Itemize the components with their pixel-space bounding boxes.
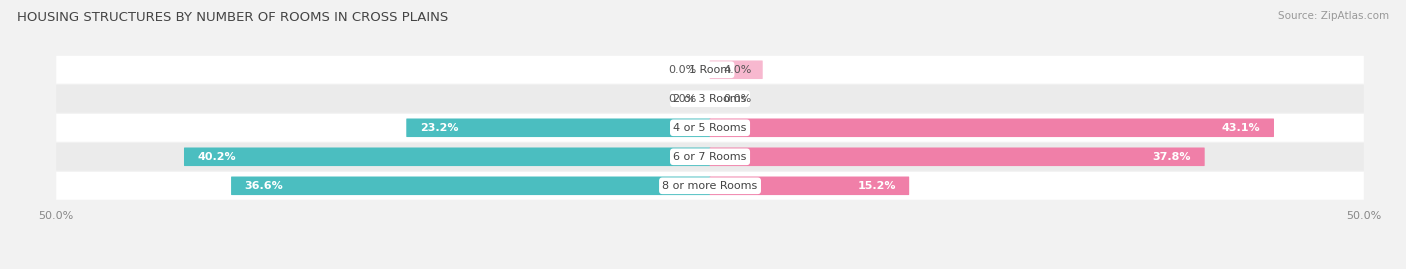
FancyBboxPatch shape xyxy=(184,147,710,166)
FancyBboxPatch shape xyxy=(710,176,910,195)
FancyBboxPatch shape xyxy=(710,118,1274,137)
Text: 0.0%: 0.0% xyxy=(669,94,697,104)
FancyBboxPatch shape xyxy=(710,147,1205,166)
Text: 36.6%: 36.6% xyxy=(245,181,283,191)
FancyBboxPatch shape xyxy=(56,114,1364,142)
FancyBboxPatch shape xyxy=(56,143,1364,171)
FancyBboxPatch shape xyxy=(56,172,1364,200)
Text: 6 or 7 Rooms: 6 or 7 Rooms xyxy=(673,152,747,162)
Text: 4.0%: 4.0% xyxy=(723,65,751,75)
Text: 40.2%: 40.2% xyxy=(197,152,236,162)
Text: 2 or 3 Rooms: 2 or 3 Rooms xyxy=(673,94,747,104)
Text: 15.2%: 15.2% xyxy=(858,181,896,191)
FancyBboxPatch shape xyxy=(231,176,710,195)
Text: 4 or 5 Rooms: 4 or 5 Rooms xyxy=(673,123,747,133)
Text: 8 or more Rooms: 8 or more Rooms xyxy=(662,181,758,191)
FancyBboxPatch shape xyxy=(56,85,1364,113)
Text: 37.8%: 37.8% xyxy=(1153,152,1191,162)
Text: 23.2%: 23.2% xyxy=(420,123,458,133)
FancyBboxPatch shape xyxy=(710,61,762,79)
Text: 0.0%: 0.0% xyxy=(723,94,751,104)
FancyBboxPatch shape xyxy=(406,118,710,137)
Text: 0.0%: 0.0% xyxy=(669,65,697,75)
Text: 1 Room: 1 Room xyxy=(689,65,731,75)
Text: Source: ZipAtlas.com: Source: ZipAtlas.com xyxy=(1278,11,1389,21)
Text: HOUSING STRUCTURES BY NUMBER OF ROOMS IN CROSS PLAINS: HOUSING STRUCTURES BY NUMBER OF ROOMS IN… xyxy=(17,11,449,24)
Text: 43.1%: 43.1% xyxy=(1222,123,1261,133)
Legend: Owner-occupied, Renter-occupied: Owner-occupied, Renter-occupied xyxy=(579,265,841,269)
FancyBboxPatch shape xyxy=(56,56,1364,84)
